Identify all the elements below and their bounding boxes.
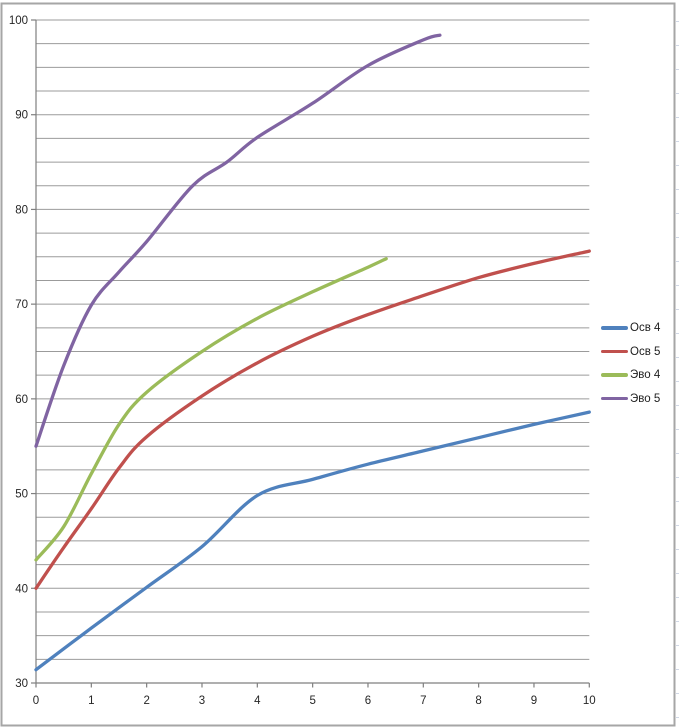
x-axis-label: 2 <box>143 695 149 707</box>
x-axis-label: 4 <box>254 695 261 707</box>
legend-line-marker <box>601 326 628 330</box>
legend-item-evo-4[interactable]: Эво 4 <box>601 368 660 382</box>
x-axis-label: 1 <box>88 695 94 707</box>
y-axis-label: 80 <box>15 204 28 216</box>
y-axis-label: 90 <box>15 110 28 122</box>
series-line-2[interactable] <box>34 249 591 590</box>
legend-line-marker <box>601 349 628 354</box>
series-line-4[interactable] <box>34 33 442 448</box>
y-axis-label: 100 <box>9 15 28 27</box>
legend-label: Осв 5 <box>630 345 661 358</box>
legend-item-osv-4[interactable]: Осв 4 <box>601 321 660 335</box>
y-axis-label: 50 <box>15 489 28 501</box>
legend-item-evo-5[interactable]: Эво 5 <box>601 392 660 406</box>
y-axis-label: 60 <box>15 394 28 406</box>
x-axis-label: 7 <box>420 695 426 707</box>
x-axis-label: 8 <box>475 695 481 707</box>
legend-item-osv-5[interactable]: Осв 5 <box>601 345 660 359</box>
y-axis-label: 70 <box>15 299 28 311</box>
legend-label: Эво 5 <box>630 392 661 405</box>
y-axis-label: 40 <box>15 583 28 595</box>
x-axis-label: 5 <box>309 695 315 707</box>
chart-legend: Осв 4 Осв 5 Эво 4 Эво 5 <box>601 321 660 406</box>
y-axis-label: 30 <box>15 678 28 690</box>
x-axis-label: 6 <box>365 695 371 707</box>
series-line-1[interactable] <box>34 410 591 672</box>
x-axis-label: 10 <box>583 695 596 707</box>
legend-line-marker <box>601 396 628 401</box>
legend-line-marker <box>601 373 628 377</box>
series-line-3[interactable] <box>34 257 388 562</box>
legend-label: Осв 4 <box>630 322 661 334</box>
x-axis-label: 0 <box>33 695 39 707</box>
x-axis-label: 9 <box>531 695 537 707</box>
legend-label: Эво 4 <box>630 369 661 381</box>
worksheet-gridline-edge <box>676 0 679 727</box>
x-axis-label: 3 <box>199 695 205 707</box>
